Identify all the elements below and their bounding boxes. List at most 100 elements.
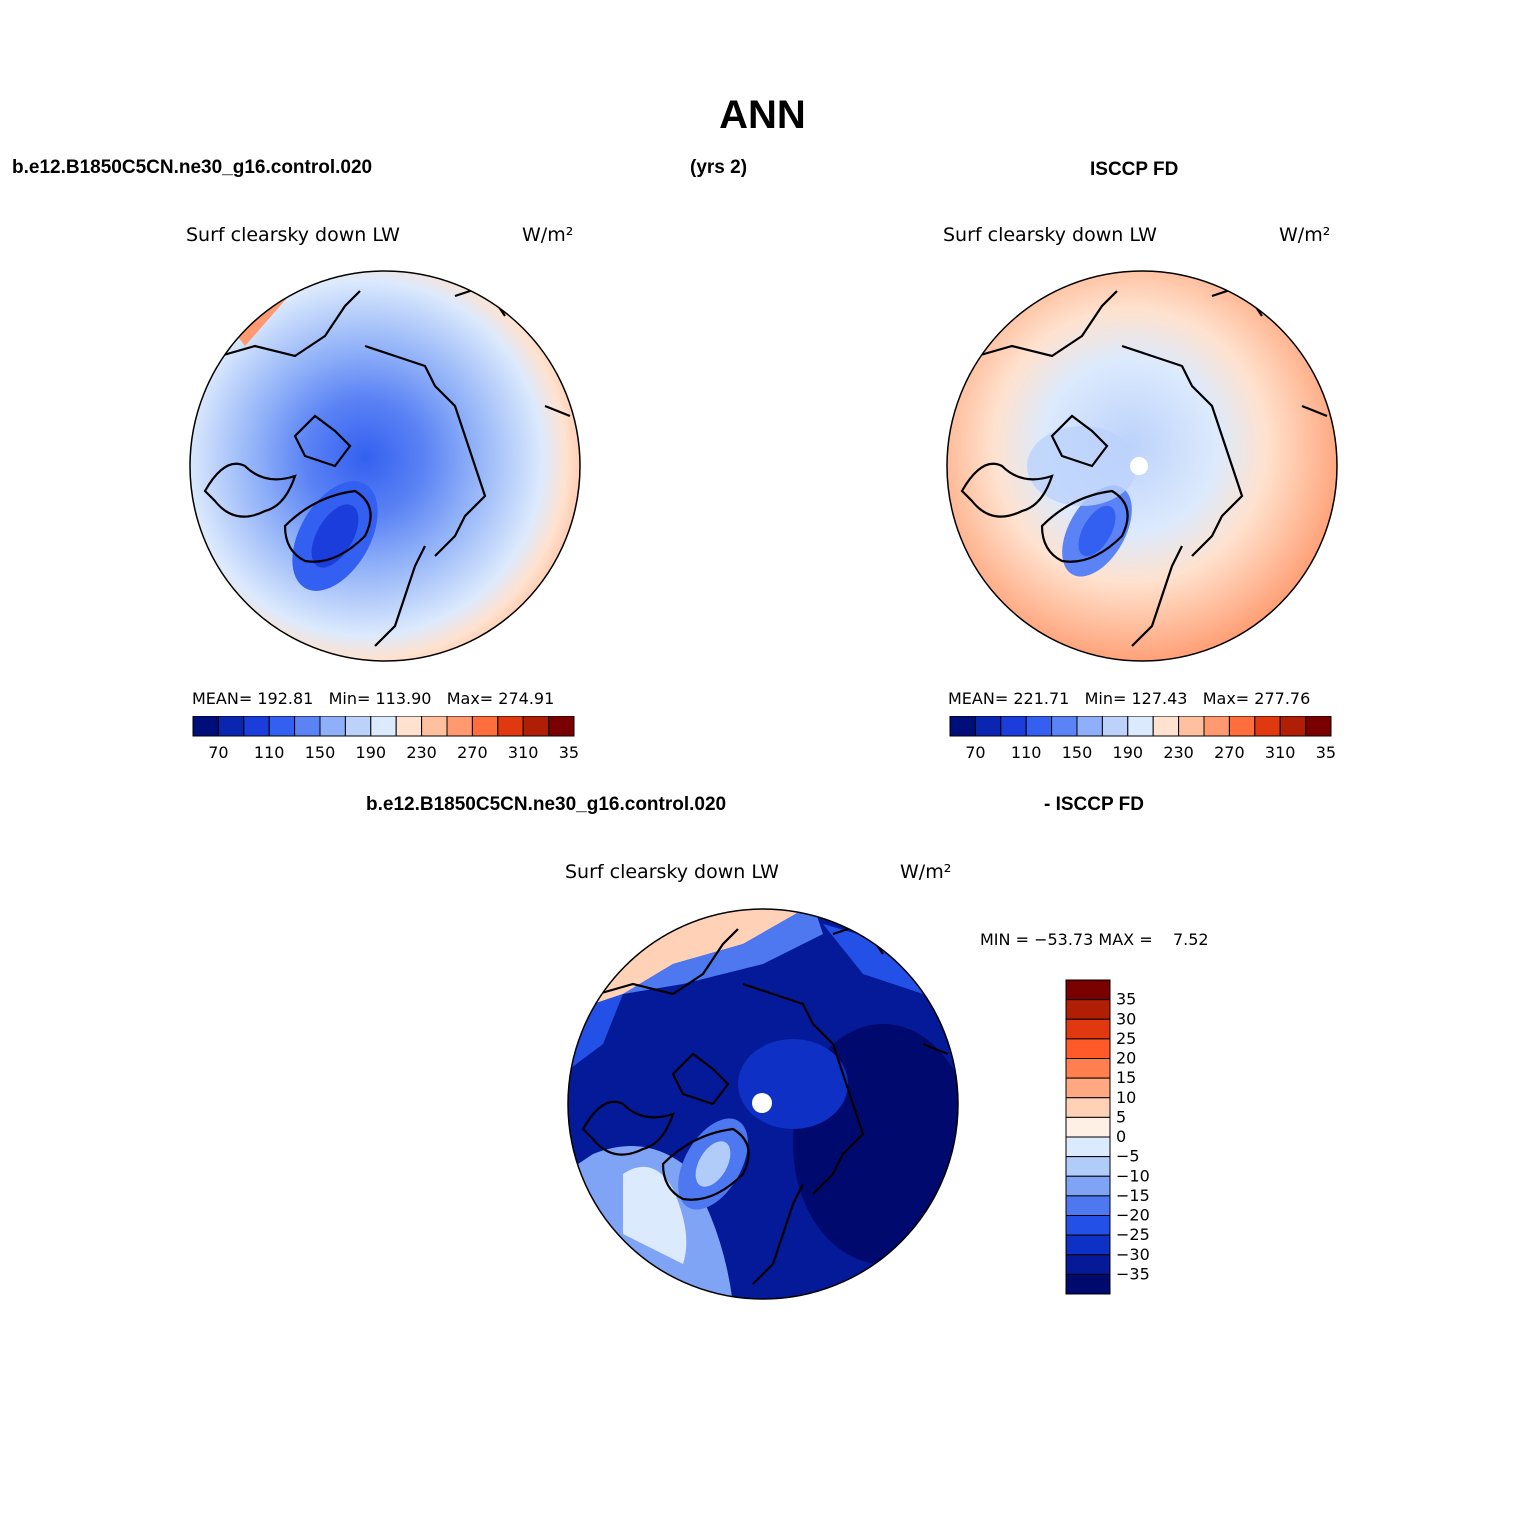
- diff-colorbar-swatch: [1065, 1215, 1111, 1236]
- diff-colorbar-tick-label: 0: [1116, 1127, 1126, 1146]
- panel1-variable: Surf clearsky down LW: [186, 224, 400, 246]
- diff-missing-pole: [752, 1093, 772, 1113]
- diff-polar-map: [567, 908, 959, 1300]
- panel1-colorbar-swatch: [548, 716, 575, 737]
- diff-colorbar-swatch: [1065, 1018, 1111, 1040]
- panel1-colorbar-swatch: [395, 716, 423, 737]
- panel2-max-value: 277.76: [1254, 689, 1311, 708]
- panel2-colorbar-swatch: [949, 716, 976, 737]
- panel1-colorbar-swatch: [192, 716, 219, 737]
- panel2-colorbar-tick-label: 350: [1316, 743, 1337, 762]
- panel2-colorbar-tick-label: 190: [1113, 743, 1144, 762]
- panel2-colorbar-swatch: [1127, 716, 1154, 737]
- diff-colorbar-swatch: [1065, 1254, 1111, 1275]
- panel1-colorbar-swatch: [446, 716, 473, 737]
- diff-colorbar-swatch: [1065, 1273, 1111, 1295]
- panel2-colorbar-tick-label: 150: [1062, 743, 1093, 762]
- panel2-min-label: Min=: [1084, 689, 1127, 708]
- panel1-units: W/m²: [522, 224, 574, 246]
- diff-colorbar-tick-label: −5: [1116, 1147, 1140, 1166]
- panel1-mean-label: MEAN=: [192, 689, 253, 708]
- panel2-min-value: 127.43: [1131, 689, 1188, 708]
- panel1-polar-map: [189, 270, 581, 662]
- years-label: (yrs 2): [690, 157, 748, 178]
- panel2-colorbar-swatch: [1152, 716, 1180, 737]
- panel2-colorbar-swatch: [1025, 716, 1053, 737]
- diff-colorbar-swatch: [1065, 1234, 1111, 1256]
- panel2-colorbar-swatch: [1305, 716, 1332, 737]
- diff-colorbar-tick-label: 30: [1116, 1009, 1136, 1028]
- diff-colorbar-swatch: [1065, 1038, 1111, 1059]
- panel2-colorbar: 70 110 150 190 230 270 310 350: [949, 716, 1337, 762]
- panel1-colorbar-swatch: [344, 716, 372, 737]
- panel2-colorbar-swatch: [1000, 716, 1027, 737]
- panel1-colorbar-swatch: [471, 716, 499, 737]
- diff-min-max: MIN = −53.73 MAX = 7.52: [980, 930, 1209, 949]
- panel2-colorbar-tick-label: 270: [1214, 743, 1245, 762]
- panel1-stats: MEAN= 192.81 Min= 113.90 Max= 274.91: [192, 689, 554, 708]
- panel2-colorbar-swatch: [1254, 716, 1281, 737]
- panel1-colorbar-swatch: [243, 716, 270, 737]
- panel2-colorbar-tick-label: 70: [965, 743, 985, 762]
- diff-colorbar-swatch: [1065, 999, 1111, 1020]
- panel1-colorbar-tick-label: 150: [305, 743, 336, 762]
- panel2-colorbar-swatch: [1076, 716, 1103, 737]
- diff-colorbar-tick-label: −10: [1116, 1166, 1150, 1185]
- diff-colorbar-tick-label: −20: [1116, 1206, 1150, 1225]
- diff-colorbar-swatch: [1065, 979, 1111, 1001]
- diff-colorbar-tick-label: 20: [1116, 1049, 1136, 1068]
- diff-colorbar-swatch: [1065, 1195, 1111, 1216]
- panel2-colorbar-swatch: [1203, 716, 1230, 737]
- diff-colorbar-tick-label: 25: [1116, 1029, 1136, 1048]
- panel1-colorbar-swatch: [522, 716, 550, 737]
- diff-colorbar-tick-label: −30: [1116, 1245, 1150, 1264]
- diff-colorbar-tick-label: −15: [1116, 1186, 1150, 1205]
- panel2-colorbar-swatch: [974, 716, 1002, 737]
- diff-colorbar-swatch: [1065, 1077, 1111, 1099]
- diff-colorbar-swatch: [1065, 1175, 1111, 1197]
- diff-colorbar-tick-label: 10: [1116, 1088, 1136, 1107]
- diff-min-value: −53.73: [1034, 930, 1094, 949]
- panel1-colorbar-tick-label: 350: [559, 743, 580, 762]
- panel1-mean-value: 192.81: [257, 689, 314, 708]
- case-name-label: b.e12.B1850C5CN.ne30_g16.control.020: [12, 157, 373, 178]
- panel2-units: W/m²: [1279, 224, 1331, 246]
- panel1-colorbar-tick-label: 110: [254, 743, 285, 762]
- diff-case-name: b.e12.B1850C5CN.ne30_g16.control.020: [366, 794, 727, 815]
- diff-colorbar-tick-label: −35: [1116, 1264, 1150, 1283]
- panel2-colorbar-swatch: [1101, 716, 1129, 737]
- panel2-colorbar-swatch: [1279, 716, 1307, 737]
- diff-colorbar-swatch: [1065, 1156, 1111, 1177]
- panel1-colorbar-tick-label: 270: [457, 743, 488, 762]
- diff-colorbar-swatch: [1065, 1116, 1111, 1138]
- obs-name-label: ISCCP FD: [1090, 159, 1179, 180]
- panel1-colorbar: 70 110 150 190 230 270 310 350: [192, 716, 580, 762]
- diff-colorbar-swatch: [1065, 1097, 1111, 1118]
- panel2-mean-value: 221.71: [1013, 689, 1070, 708]
- panel1-colorbar-swatch: [497, 716, 524, 737]
- panel2-max-label: Max=: [1202, 689, 1250, 708]
- diff-units: W/m²: [900, 861, 952, 883]
- diff-colorbar-tick-label: −25: [1116, 1225, 1150, 1244]
- panel2-stats: MEAN= 221.71 Min= 127.43 Max= 277.76: [948, 689, 1310, 708]
- panel2-variable: Surf clearsky down LW: [943, 224, 1157, 246]
- panel1-colorbar-tick-label: 310: [508, 743, 539, 762]
- figure-title: ANN: [719, 93, 806, 137]
- panel1-colorbar-swatch: [319, 716, 346, 737]
- panel1-colorbar-tick-label: 190: [356, 743, 387, 762]
- panel1-colorbar-swatch: [370, 716, 397, 737]
- panel1-colorbar-swatch: [217, 716, 245, 737]
- panel2-missing-pole: [1130, 457, 1148, 475]
- panel2-colorbar-swatch: [1178, 716, 1205, 737]
- panel1-max-value: 274.91: [498, 689, 555, 708]
- panel1-colorbar-swatch: [294, 716, 321, 737]
- panel2-colorbar-tick-label: 310: [1265, 743, 1296, 762]
- panel2-mean-label: MEAN=: [948, 689, 1009, 708]
- panel1-min-value: 113.90: [375, 689, 432, 708]
- panel2-polar-map: [946, 270, 1338, 662]
- panel1-min-label: Min=: [328, 689, 371, 708]
- panel1-max-label: Max=: [446, 689, 494, 708]
- panel1-colorbar-swatch: [268, 716, 296, 737]
